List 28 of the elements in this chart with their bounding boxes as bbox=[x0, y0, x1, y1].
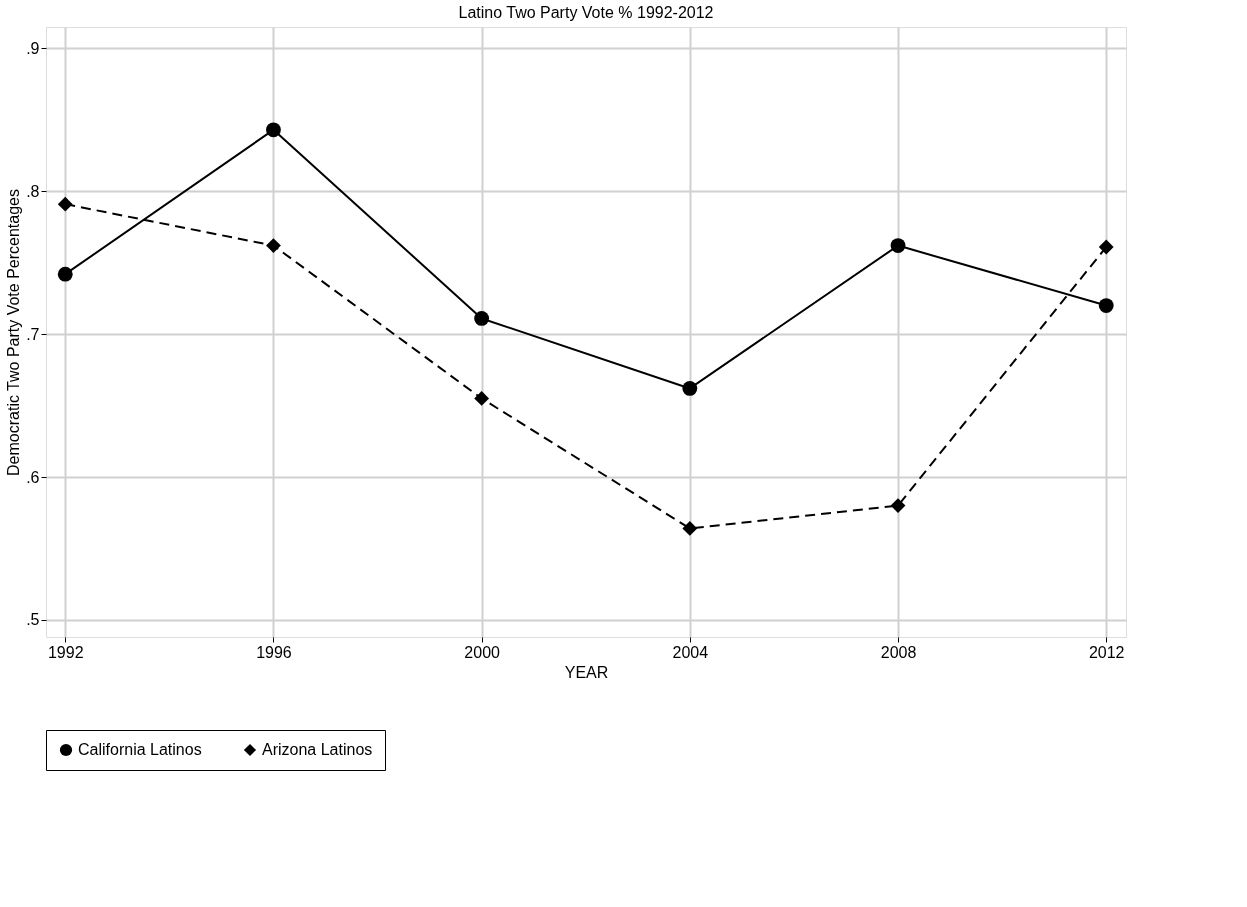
x-tick-label: 2008 bbox=[880, 643, 917, 661]
point bbox=[1098, 298, 1114, 313]
legend-label: Arizona Latinos bbox=[262, 741, 373, 758]
y-tick-label: .7 bbox=[26, 325, 40, 343]
point bbox=[890, 238, 906, 253]
point bbox=[1098, 239, 1114, 255]
y-tick-label: .6 bbox=[26, 468, 40, 486]
point bbox=[57, 196, 73, 212]
y-tick-label: .9 bbox=[26, 39, 40, 57]
x-tick-label: 2004 bbox=[672, 643, 709, 661]
y-tick-label: .5 bbox=[26, 611, 40, 629]
point bbox=[890, 498, 906, 513]
point bbox=[57, 266, 73, 282]
y-axis-title: Democratic Two Party Vote Percentages bbox=[5, 189, 23, 476]
y-tick-label: .8 bbox=[26, 182, 40, 200]
point bbox=[474, 311, 490, 326]
x-tick-label: 1996 bbox=[256, 643, 292, 661]
chart-title: Latino Two Party Vote % 1992-2012 bbox=[458, 4, 714, 21]
x-tick-label: 1992 bbox=[47, 643, 84, 661]
point bbox=[682, 381, 698, 396]
x-tick-label: 2012 bbox=[1088, 643, 1125, 661]
point bbox=[682, 521, 698, 536]
point bbox=[266, 122, 281, 138]
point bbox=[266, 238, 281, 253]
point bbox=[474, 391, 490, 406]
x-axis-title: YEAR bbox=[564, 663, 609, 681]
x-tick-label: 2000 bbox=[464, 643, 501, 661]
legend-label: California Latinos bbox=[78, 741, 202, 758]
